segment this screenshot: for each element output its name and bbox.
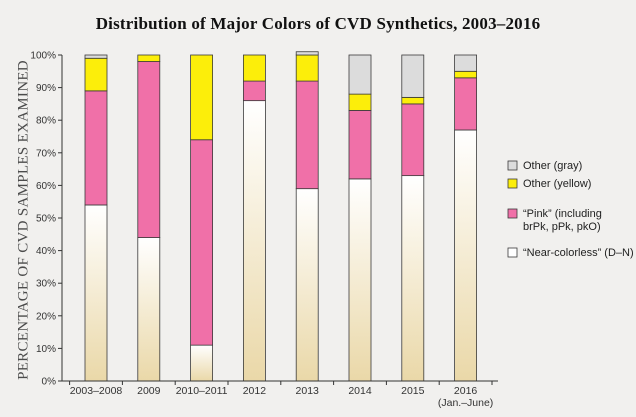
y-tick-label: 90% <box>36 83 56 94</box>
axes-group: 0% 10% 20% 30% 40% 50% 60% 70% 80% 90% 100% 2003–20… <box>30 51 498 409</box>
x-tick-label: 2009 <box>137 385 161 397</box>
legend: Other (gray) Other (yellow) “Pink” (includ… <box>507 160 634 259</box>
bar-segment <box>454 129 478 382</box>
bar-segment <box>401 54 425 98</box>
legend-label: Other (gray) <box>523 160 582 172</box>
x-tick-label: 2014 <box>348 385 372 397</box>
legend-label: “Pink” (including <box>523 208 602 220</box>
legend-label: “Near-colorless” (D–N) <box>523 247 634 259</box>
bars-group <box>84 51 478 382</box>
x-tick-label: 2003–2008 <box>70 385 123 397</box>
bar-segment <box>295 54 319 82</box>
x-tick-sublabel: (Jan.–June) <box>438 397 493 409</box>
x-tick-label: 2015 <box>401 385 425 397</box>
bar-segment <box>84 90 108 206</box>
y-tick-label: 10% <box>36 344 56 355</box>
bar-segment <box>454 70 478 79</box>
bar-segment <box>242 54 266 82</box>
bar-segment <box>401 175 425 382</box>
legend-label: brPk, pPk, pkO) <box>523 221 601 233</box>
bar-segment <box>137 54 161 62</box>
x-tick-label: 2012 <box>243 385 267 397</box>
bar-segment <box>84 54 108 59</box>
x-tick-label: 2016 <box>454 385 478 397</box>
y-tick-label: 30% <box>36 279 56 290</box>
y-tick-label: 70% <box>36 148 56 159</box>
y-tick-label: 0% <box>42 377 57 388</box>
x-tick-label: 2013 <box>296 385 320 397</box>
legend-swatch <box>507 178 518 189</box>
y-tick-label: 20% <box>36 311 56 322</box>
bar-segment <box>348 54 372 95</box>
bar-segment <box>295 51 319 56</box>
bar-segment <box>84 57 108 92</box>
legend-swatch <box>507 247 518 258</box>
bar-segment <box>454 54 478 72</box>
bar-segment <box>348 93 372 111</box>
bar-segment <box>295 80 319 190</box>
bar-segment <box>454 77 478 131</box>
bar-segment <box>190 139 214 346</box>
bar-segment <box>137 61 161 238</box>
bar-segment <box>190 54 214 141</box>
y-tick-label: 50% <box>36 214 56 225</box>
y-tick-label: 60% <box>36 181 56 192</box>
bar-segment <box>84 204 108 382</box>
legend-swatch <box>507 160 518 171</box>
bar-segment <box>242 100 266 382</box>
y-tick-label: 40% <box>36 246 56 257</box>
x-tick-label: 2010–2011 <box>176 385 228 397</box>
bar-segment <box>242 80 266 102</box>
bar-segment <box>401 103 425 177</box>
legend-swatch <box>507 208 518 219</box>
bar-segment <box>137 237 161 382</box>
chart-title: Distribution of Major Colors of CVD Synt… <box>95 14 541 33</box>
bar-segment <box>401 96 425 105</box>
bar-segment <box>295 188 319 382</box>
y-tick-label: 100% <box>30 51 56 62</box>
y-tick-label: 80% <box>36 116 56 127</box>
legend-label: Other (yellow) <box>523 178 591 190</box>
bar-segment <box>348 178 372 382</box>
bar-segment <box>348 110 372 180</box>
bar-segment <box>190 344 214 382</box>
